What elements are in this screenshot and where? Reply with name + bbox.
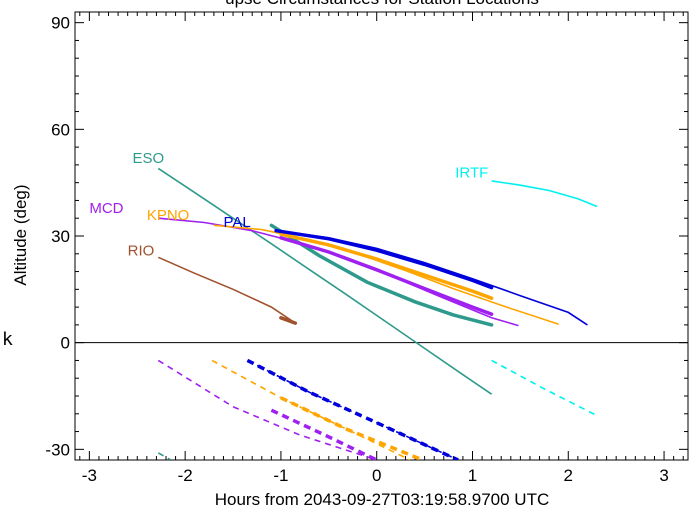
x-tick-label: 0 bbox=[372, 466, 381, 485]
series-eso-dashed bbox=[157, 452, 172, 460]
series-pal-dashed-thick bbox=[246, 358, 459, 460]
chart-title-fragment: upse Circumstances for Station Locations bbox=[225, 0, 539, 8]
labels-layer: ESO IRTF MCD KPNO PAL RIO bbox=[89, 150, 488, 259]
stray-label: k bbox=[2, 329, 13, 350]
plot-frame bbox=[74, 11, 689, 461]
series-label-pal: PAL bbox=[223, 214, 250, 231]
series-kpno-line-thick bbox=[279, 232, 494, 300]
x-tick-label: 3 bbox=[659, 466, 668, 485]
series-irtf-dashed bbox=[491, 359, 598, 417]
series-pal-line-thick bbox=[274, 228, 494, 290]
series-eso-line-thick bbox=[269, 223, 494, 327]
series-mcd-dashed-thick bbox=[270, 408, 378, 460]
x-tick-label: 2 bbox=[564, 466, 573, 485]
series-layer bbox=[157, 167, 598, 460]
series-label-rio: RIO bbox=[128, 243, 155, 260]
series-eso-line bbox=[157, 167, 493, 395]
series-irtf-line bbox=[491, 180, 598, 208]
x-axis-title: Hours from 2043-09-27T03:19:58.9700 UTC bbox=[215, 490, 550, 509]
series-mcd-line bbox=[158, 217, 519, 327]
y-tick-label: 30 bbox=[51, 227, 70, 246]
axes: -3 -2 -1 0 1 2 3 -30 0 30 60 90 bbox=[45, 11, 689, 485]
y-tick-label: 90 bbox=[51, 14, 70, 33]
x-tick-label: -1 bbox=[273, 466, 288, 485]
y-axis-title: Altitude (deg) bbox=[11, 184, 30, 285]
x-tick-label: -2 bbox=[178, 466, 193, 485]
series-mcd-line-thick bbox=[279, 236, 494, 316]
series-mcd-dashed bbox=[157, 359, 377, 460]
series-label-eso: ESO bbox=[132, 150, 164, 167]
x-tick-label: -3 bbox=[82, 466, 97, 485]
series-pal-dashed bbox=[247, 359, 459, 460]
y-tick-label: 0 bbox=[61, 334, 70, 353]
y-tick-label: 60 bbox=[51, 120, 70, 139]
series-kpno-dashed-thick bbox=[280, 396, 424, 460]
series-label-kpno: KPNO bbox=[147, 207, 190, 224]
y-tick-label: -30 bbox=[45, 440, 70, 459]
series-label-mcd: MCD bbox=[89, 200, 123, 217]
series-rio-line bbox=[157, 256, 296, 324]
x-tick-label: 1 bbox=[468, 466, 477, 485]
series-rio-line-thick bbox=[279, 316, 298, 325]
series-kpno-dashed bbox=[211, 359, 411, 460]
series-label-irtf: IRTF bbox=[455, 164, 488, 181]
